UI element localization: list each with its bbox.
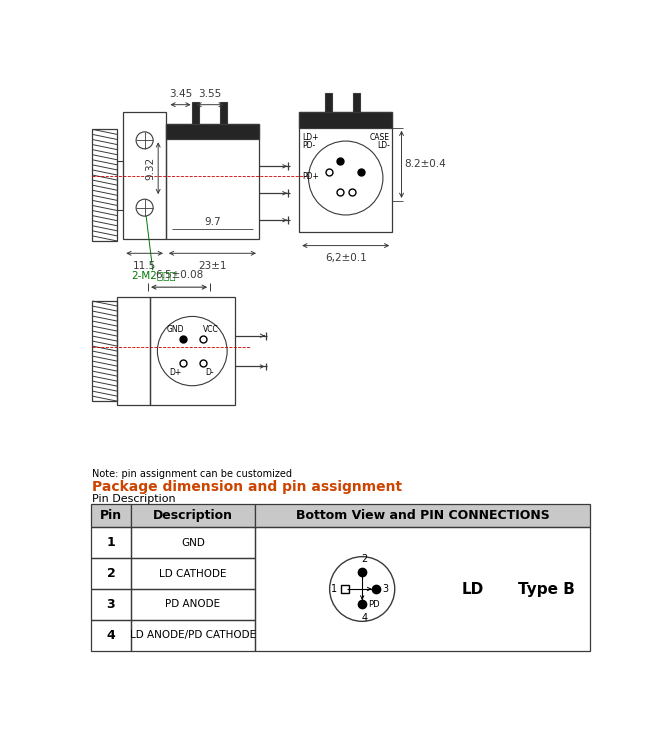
Text: 2: 2 xyxy=(106,567,116,580)
Bar xyxy=(299,112,392,128)
Text: Note: pin assignment can be customized: Note: pin assignment can be customized xyxy=(92,469,292,479)
Text: Type B: Type B xyxy=(518,582,575,597)
Text: VCC: VCC xyxy=(203,325,218,334)
Bar xyxy=(124,112,166,240)
Bar xyxy=(220,103,227,126)
Text: 1: 1 xyxy=(331,584,337,594)
Text: PD: PD xyxy=(369,600,380,609)
Bar xyxy=(91,620,131,650)
Bar xyxy=(255,504,590,527)
Text: 3: 3 xyxy=(107,598,116,611)
Text: 4: 4 xyxy=(106,629,116,642)
Text: LD: LD xyxy=(461,582,484,597)
Text: Pin Description: Pin Description xyxy=(92,493,176,504)
Text: LD CATHODE: LD CATHODE xyxy=(159,568,227,579)
Bar xyxy=(117,161,124,210)
Text: Bottom View and PIN CONNECTIONS: Bottom View and PIN CONNECTIONS xyxy=(295,510,549,522)
Text: LD+: LD+ xyxy=(302,133,319,142)
Bar xyxy=(91,558,131,589)
Text: GND: GND xyxy=(167,325,184,334)
Text: 9.7: 9.7 xyxy=(204,217,220,228)
Text: 6.5±0.08: 6.5±0.08 xyxy=(155,270,203,280)
Text: PD-: PD- xyxy=(302,141,315,150)
Bar xyxy=(192,103,199,126)
Bar xyxy=(166,124,259,240)
Bar xyxy=(91,589,131,620)
Text: 3.45: 3.45 xyxy=(169,89,192,98)
Text: 6,2±0.1: 6,2±0.1 xyxy=(325,253,367,263)
Text: LD-: LD- xyxy=(377,141,390,150)
Text: GND: GND xyxy=(181,538,205,548)
Text: 1: 1 xyxy=(106,536,116,549)
Bar xyxy=(131,620,255,650)
Text: D-: D- xyxy=(205,368,214,377)
Bar xyxy=(131,504,255,527)
Bar xyxy=(131,589,255,620)
Bar xyxy=(131,558,255,589)
Text: Pin: Pin xyxy=(100,510,122,522)
Bar xyxy=(255,527,590,650)
Bar xyxy=(92,301,117,401)
Text: LD ANODE/PD CATHODE: LD ANODE/PD CATHODE xyxy=(130,630,256,640)
Text: PD+: PD+ xyxy=(302,173,319,182)
Bar xyxy=(92,129,117,241)
Text: D+: D+ xyxy=(169,368,181,377)
Text: PD ANODE: PD ANODE xyxy=(165,600,220,609)
Text: 8.2±0.4: 8.2±0.4 xyxy=(404,159,446,170)
Text: 11.5: 11.5 xyxy=(133,261,156,271)
Bar xyxy=(149,297,235,405)
Bar xyxy=(131,527,255,558)
Text: Package dimension and pin assignment: Package dimension and pin assignment xyxy=(92,480,402,494)
Bar xyxy=(91,527,131,558)
Bar xyxy=(325,93,332,115)
Text: 4: 4 xyxy=(361,613,368,623)
Text: Description: Description xyxy=(153,510,233,522)
Bar xyxy=(91,504,131,527)
Text: 23±1: 23±1 xyxy=(198,261,226,271)
Bar xyxy=(299,112,392,231)
Text: 3: 3 xyxy=(382,584,388,594)
Bar xyxy=(166,124,259,139)
Text: 9.32: 9.32 xyxy=(146,156,156,180)
Text: 2-M2螺丝孔: 2-M2螺丝孔 xyxy=(131,270,176,280)
Bar xyxy=(117,297,149,405)
Text: 2: 2 xyxy=(361,554,368,564)
Text: 3.55: 3.55 xyxy=(199,89,222,98)
Bar xyxy=(353,93,360,115)
Text: CASE: CASE xyxy=(370,133,390,142)
